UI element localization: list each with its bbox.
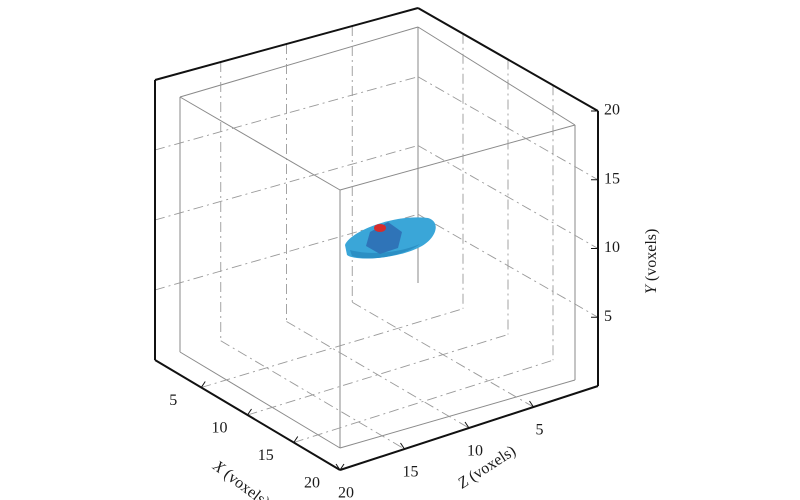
grid-line	[352, 301, 534, 408]
box-inner-edge	[179, 351, 341, 449]
grid-line	[247, 334, 509, 416]
x-tick	[339, 463, 345, 471]
grid-line	[201, 308, 464, 388]
box-edge	[154, 7, 419, 81]
x-tick-label: 20	[304, 475, 320, 492]
box-inner-edge	[179, 96, 341, 191]
box-inner-edge	[339, 379, 576, 449]
z-tick-label: 5	[536, 422, 544, 439]
z-tick-label: 10	[467, 443, 483, 460]
z-axis-label: Z (voxels)	[455, 443, 519, 493]
x-tick-label: 15	[258, 447, 274, 464]
z-tick	[335, 463, 341, 471]
x-tick	[247, 408, 252, 416]
z-tick-label: 15	[403, 464, 419, 481]
z-tick	[529, 400, 534, 408]
y-axis-label: Y (voxels)	[643, 229, 660, 294]
tick-labels: 5 10 15 20 20 15 10 5 5 10 15 20	[169, 102, 620, 500]
grid-line	[154, 145, 419, 221]
plot-objects	[345, 217, 436, 259]
x-axis-label-unit: (voxels)	[217, 464, 272, 500]
y-tick-label: 5	[604, 308, 612, 325]
x-tick	[293, 436, 299, 443]
z-tick	[400, 442, 405, 450]
red-marker	[374, 224, 386, 232]
box-inner-edge	[339, 124, 576, 191]
x-tick-label: 10	[212, 420, 228, 437]
y-tick-label: 15	[604, 170, 620, 187]
y-axis-label-var: Y	[643, 283, 660, 294]
y-tick-label: 20	[604, 102, 620, 119]
grid-line	[286, 321, 470, 429]
grid-line	[417, 213, 599, 318]
box-edge	[417, 7, 599, 112]
grid-line	[417, 145, 599, 249]
box-inner-edge	[417, 26, 576, 126]
box-back-edges	[179, 26, 576, 449]
grid-line	[293, 359, 554, 443]
tick-marks	[200, 110, 598, 471]
x-tick	[200, 381, 206, 388]
y-axis-label-unit: (voxels)	[643, 229, 660, 285]
z-tick-label: 20	[338, 485, 354, 500]
grid-line	[154, 76, 419, 151]
y-tick-label: 10	[604, 239, 620, 256]
blob-shadow	[350, 244, 420, 259]
x-tick-label: 5	[169, 392, 177, 409]
z-tick	[464, 421, 470, 429]
box-inner-edge	[179, 26, 419, 98]
